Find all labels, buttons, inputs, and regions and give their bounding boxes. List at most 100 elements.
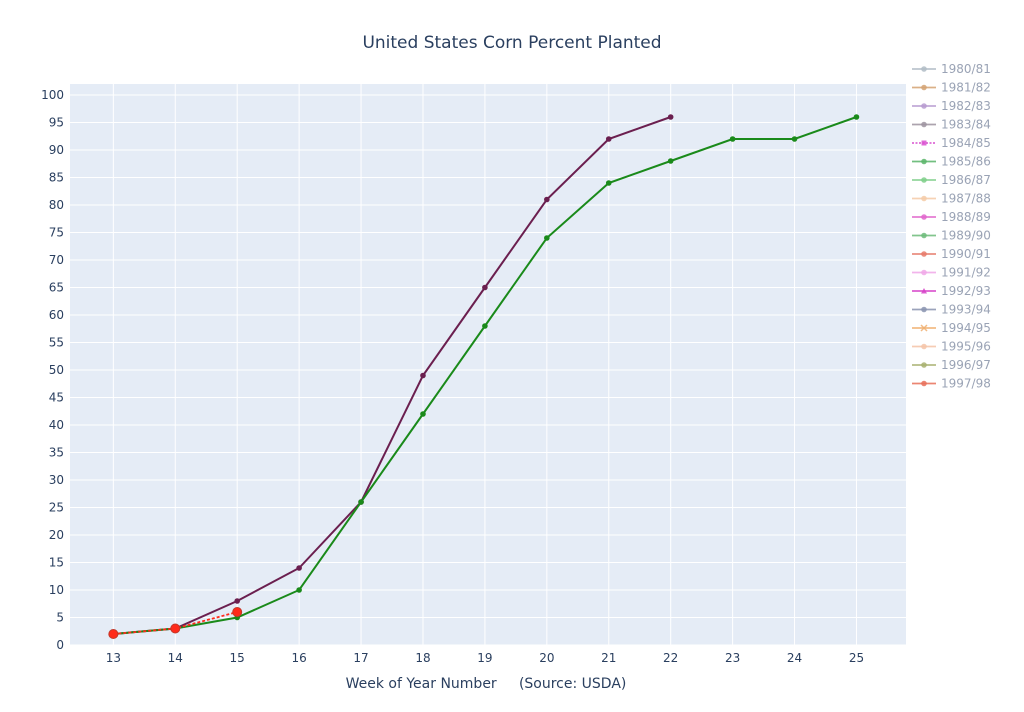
legend-item-1988-89[interactable]: 1988/89: [912, 210, 991, 224]
x-tick-label: 19: [477, 651, 492, 665]
legend-label: 1981/82: [941, 81, 991, 95]
legend-marker: [920, 324, 928, 332]
y-tick-label: 0: [56, 638, 64, 652]
grid: [70, 84, 906, 646]
data-point: [234, 598, 240, 604]
y-tick-label: 45: [49, 391, 64, 405]
data-point: [544, 235, 550, 241]
data-point: [420, 372, 426, 379]
legend-marker: [921, 177, 927, 183]
data-point: [605, 180, 612, 186]
x-tick-label: 18: [415, 651, 430, 665]
legend-marker: [921, 195, 927, 202]
legend-item-1997-98[interactable]: 1997/98: [912, 377, 991, 391]
legend-label: 1983/84: [941, 118, 991, 132]
series-line: [113, 116, 672, 635]
legend-label: 1996/97: [941, 358, 991, 372]
y-tick-label: 30: [49, 473, 64, 487]
legend-item-1982-83[interactable]: 1982/83: [912, 99, 991, 113]
x-axis-title: Week of Year Number (Source: USDA): [346, 676, 627, 692]
legend-marker: [921, 103, 927, 109]
legend-marker: [921, 66, 927, 72]
legend-label: 1989/90: [941, 229, 991, 243]
y-tick-label: 60: [49, 308, 64, 322]
legend-label: 1994/95: [941, 321, 991, 335]
x-tick-label: 23: [725, 651, 740, 665]
legend-item-1986-87[interactable]: 1986/87: [912, 173, 991, 187]
legend-item-1987-88[interactable]: 1987/88: [912, 192, 991, 206]
legend-label: 1990/91: [941, 247, 991, 261]
chart-title: United States Corn Percent Planted: [362, 33, 661, 53]
legend-marker: [921, 121, 927, 128]
data-point: [108, 629, 119, 639]
legend-marker: [921, 380, 927, 387]
x-tick-label: 20: [539, 651, 554, 665]
x-tick-label: 13: [106, 651, 121, 665]
x-tick-label: 15: [230, 651, 245, 665]
legend-item-1990-91[interactable]: 1990/91: [912, 247, 991, 261]
legend-label: 1986/87: [941, 173, 991, 187]
data-point: [667, 114, 674, 120]
legend-item-1992-93[interactable]: 1992/93: [912, 284, 991, 298]
legend-marker: [921, 232, 927, 239]
legend-item-1996-97[interactable]: 1996/97: [912, 358, 991, 372]
data-point: [232, 607, 243, 617]
data-point: [296, 587, 302, 593]
legend[interactable]: 1980/81 1981/82 1982/83 1983/84 1984/85 1985/…: [912, 62, 991, 391]
legend-marker: [921, 251, 927, 257]
plot-area: [70, 84, 906, 645]
x-axis: 13 14 15 16 17 18 19 20 21 22 23 24 25: [106, 651, 864, 665]
data-point: [853, 114, 860, 120]
legend-item-1991-92[interactable]: 1991/92: [912, 266, 991, 280]
legend-label: 1995/96: [941, 340, 991, 354]
y-tick-label: 25: [49, 501, 64, 515]
legend-label: 1984/85: [941, 136, 991, 150]
legend-marker: [921, 362, 927, 368]
y-tick-label: 95: [49, 116, 64, 130]
data-point: [482, 284, 488, 291]
x-tick-label: 16: [291, 651, 306, 665]
data-point: [544, 196, 550, 203]
data-point: [729, 136, 736, 142]
y-tick-label: 15: [49, 556, 64, 570]
legend-item-1989-90[interactable]: 1989/90: [912, 229, 991, 243]
data-point: [296, 565, 302, 571]
legend-item-1995-96[interactable]: 1995/96: [912, 340, 991, 354]
legend-label: 1982/83: [941, 99, 991, 113]
legend-item-1993-94[interactable]: 1993/94: [912, 303, 991, 317]
legend-item-1981-82[interactable]: 1981/82: [912, 81, 991, 95]
x-tick-label: 14: [168, 651, 183, 665]
legend-marker: [921, 140, 927, 146]
y-tick-label: 100: [41, 88, 64, 102]
y-tick-label: 50: [49, 363, 64, 377]
legend-item-1985-86[interactable]: 1985/86: [912, 155, 991, 169]
x-tick-label: 24: [787, 651, 802, 665]
y-tick-label: 90: [49, 143, 64, 157]
legend-marker: [921, 288, 927, 294]
legend-item-1994-95[interactable]: 1994/95: [912, 321, 991, 335]
legend-label: 1993/94: [941, 303, 991, 317]
legend-marker: [921, 214, 927, 220]
legend-marker: [921, 343, 927, 350]
x-tick-label: 25: [849, 651, 864, 665]
y-tick-label: 80: [49, 198, 64, 212]
legend-label: 1992/93: [941, 284, 991, 298]
legend-item-1983-84[interactable]: 1983/84: [912, 118, 991, 132]
x-tick-label: 22: [663, 651, 678, 665]
legend-marker: [921, 84, 927, 91]
y-tick-label: 35: [49, 446, 64, 460]
y-tick-label: 55: [49, 336, 64, 350]
y-tick-label: 40: [49, 418, 64, 432]
y-tick-label: 70: [49, 253, 64, 267]
data-point: [170, 623, 181, 634]
y-tick-label: 5: [56, 611, 64, 625]
y-tick-label: 10: [49, 583, 64, 597]
series-layer: [108, 114, 860, 639]
x-tick-label: 21: [601, 651, 616, 665]
legend-marker: [921, 306, 927, 313]
legend-item-1984-85[interactable]: 1984/85: [912, 136, 991, 150]
legend-item-1980-81[interactable]: 1980/81: [912, 62, 991, 76]
legend-marker: [921, 269, 927, 276]
legend-label: 1980/81: [941, 62, 991, 76]
